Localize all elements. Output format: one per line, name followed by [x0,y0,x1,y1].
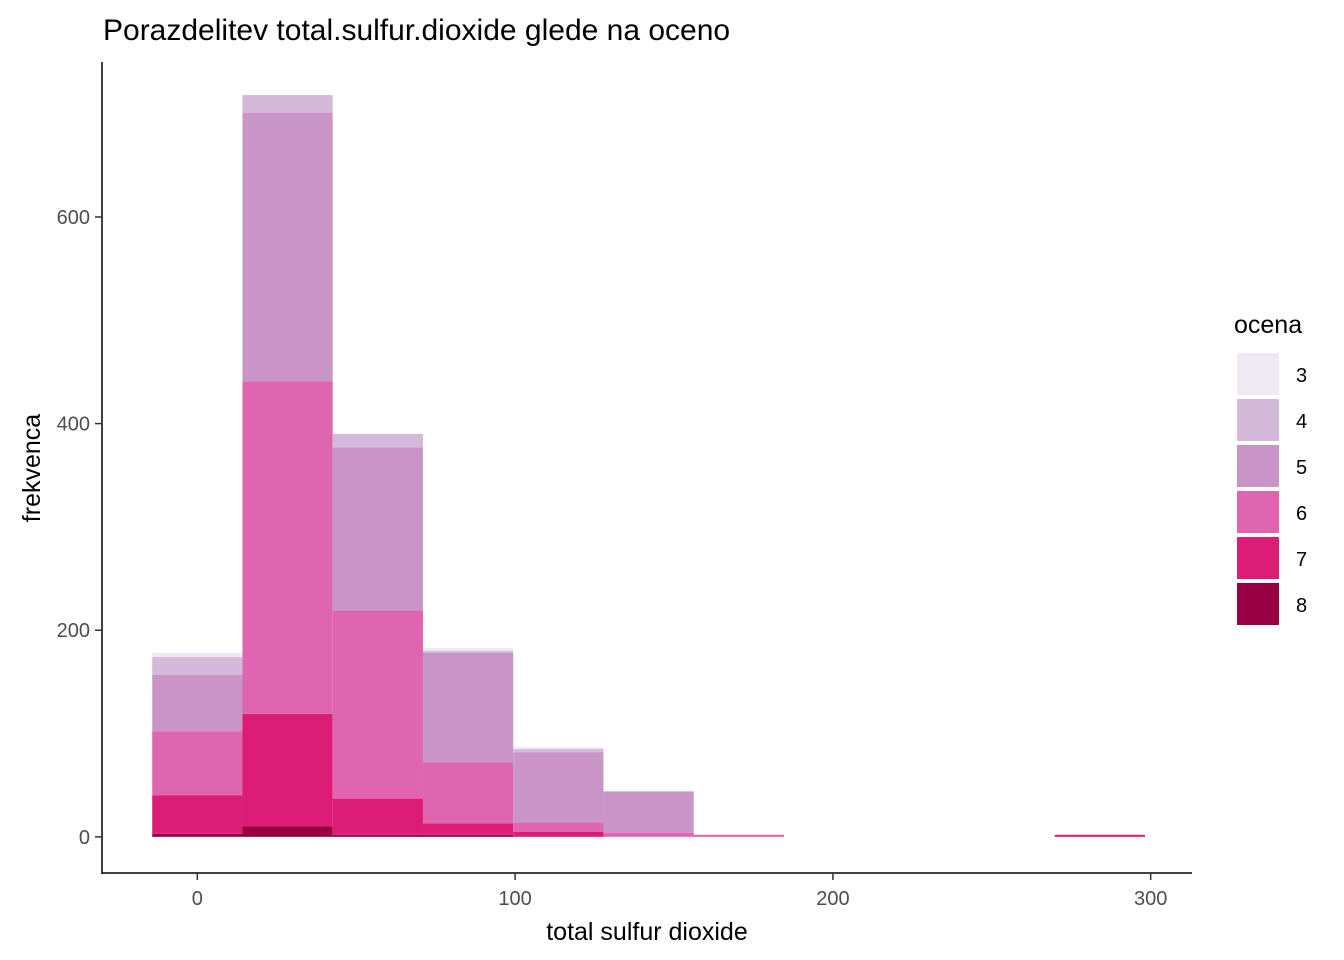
bar-ocena-7-bin-1 [242,713,333,827]
legend-swatch-6 [1237,491,1279,533]
legend-swatch-4 [1237,399,1279,441]
bar-ocena-5-bin-2 [332,447,423,611]
legend-title: ocena [1234,311,1302,339]
bar-ocena-5-bin-4 [513,752,604,823]
bar-ocena-7-bin-10 [1054,834,1145,837]
bar-ocena-3-bin-4 [513,746,604,750]
legend: 3 4 5 6 7 8 [1237,353,1307,625]
legend-label-6: 6 [1296,503,1307,525]
y-tick-label: 600 [57,207,90,229]
legend-swatch-5 [1237,445,1279,487]
legend-swatch-8 [1237,583,1279,625]
bar-ocena-6-bin-6 [693,834,784,837]
bar-ocena-3-bin-0 [152,652,243,658]
x-tick-label: 200 [816,888,849,910]
bar-ocena-8-bin-3 [422,834,514,837]
bar-ocena-4-bin-3 [422,650,514,653]
bar-ocena-4-bin-2 [332,433,423,448]
bar-ocena-7-bin-4 [513,831,604,837]
x-tick-label: 0 [192,888,203,910]
x-tick-label: 100 [498,888,531,910]
bar-ocena-6-bin-4 [513,822,604,832]
bar-ocena-8-bin-0 [152,833,243,837]
bar-ocena-7-bin-3 [422,823,514,835]
bar-ocena-6-bin-1 [242,381,333,714]
bar-ocena-3-bin-3 [422,647,514,651]
legend-label-7: 7 [1296,549,1307,571]
y-tick-label: 0 [79,827,90,849]
bar-ocena-5-bin-1 [242,112,333,382]
bars-layer [152,95,1145,837]
y-tick-label: 400 [57,414,90,436]
bar-ocena-4-bin-4 [513,749,604,753]
bar-ocena-6-bin-0 [152,731,243,796]
bar-ocena-6-bin-2 [332,610,423,799]
bar-ocena-4-bin-0 [152,657,243,675]
bar-ocena-5-bin-0 [152,674,243,732]
bar-ocena-5-bin-5 [603,791,694,833]
legend-label-3: 3 [1296,365,1307,387]
bar-ocena-7-bin-0 [152,795,243,834]
legend-label-4: 4 [1296,411,1307,433]
bar-ocena-8-bin-1 [242,826,333,837]
legend-swatch-7 [1237,537,1279,579]
x-axis-title: total sulfur dioxide [546,918,748,946]
y-tick-label: 200 [57,620,90,642]
ticks-layer: 0 100 200 300 0 200 400 600 [57,207,1168,910]
bar-ocena-6-bin-3 [422,762,514,824]
bar-ocena-7-bin-2 [332,798,423,835]
legend-swatch-3 [1237,353,1279,395]
bar-ocena-8-bin-2 [332,834,423,837]
chart-title: Porazdelitev total.sulfur.dioxide glede … [103,14,730,47]
bar-ocena-5-bin-3 [422,652,514,763]
bar-ocena-6-bin-5 [603,832,694,837]
legend-label-8: 8 [1296,595,1307,617]
x-tick-label: 300 [1134,888,1167,910]
legend-label-5: 5 [1296,457,1307,479]
bar-ocena-4-bin-1 [242,95,333,113]
y-axis-title: frekvenca [18,414,46,522]
